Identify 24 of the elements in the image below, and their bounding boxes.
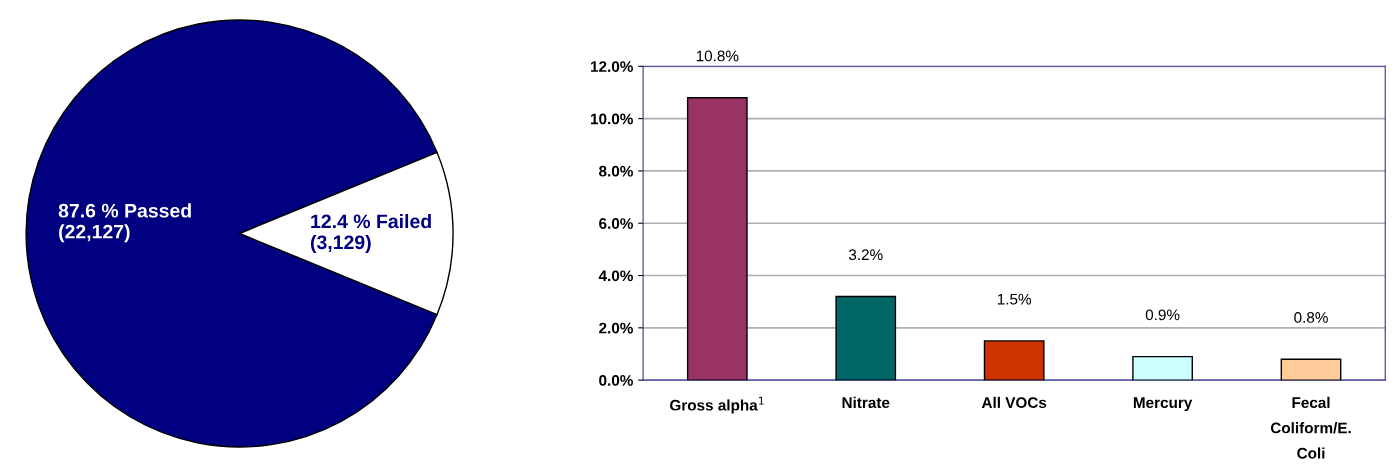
data-label: 87.6 % Passed (22,127) — [58, 203, 191, 243]
data-label: 12.4 % Failed (3,129) — [311, 213, 431, 254]
data-label: 10.8% — [696, 50, 739, 62]
y-tick-label: 12.0% — [591, 61, 633, 72]
data-label: 0.8% — [1294, 312, 1328, 323]
y-tick-label: 6.0% — [599, 218, 633, 229]
bar — [1132, 355, 1193, 381]
x-tick-label: Gross alpha$^{1}$ — [670, 396, 764, 414]
y-tick-label: 2.0% — [599, 322, 633, 334]
y-tick-label: 8.0% — [599, 165, 633, 177]
bar — [983, 340, 1045, 381]
data-label: 1.5% — [997, 293, 1032, 305]
x-tick-label: Fecal Coliform/E. Coli — [1270, 396, 1351, 459]
x-tick-label: Nitrate — [842, 396, 890, 409]
data-label: 0.9% — [1145, 309, 1180, 321]
x-tick-label: All VOCs — [981, 396, 1047, 409]
y-tick-label: 4.0% — [598, 270, 633, 282]
y-tick-label: 0.0% — [599, 375, 633, 386]
x-tick-label: Mercury — [1133, 397, 1193, 412]
data-label: 3.2% — [848, 249, 883, 261]
bar — [835, 295, 897, 381]
y-tick-label: 10.0% — [591, 113, 633, 125]
bar — [686, 97, 748, 381]
bar — [1280, 358, 1342, 381]
